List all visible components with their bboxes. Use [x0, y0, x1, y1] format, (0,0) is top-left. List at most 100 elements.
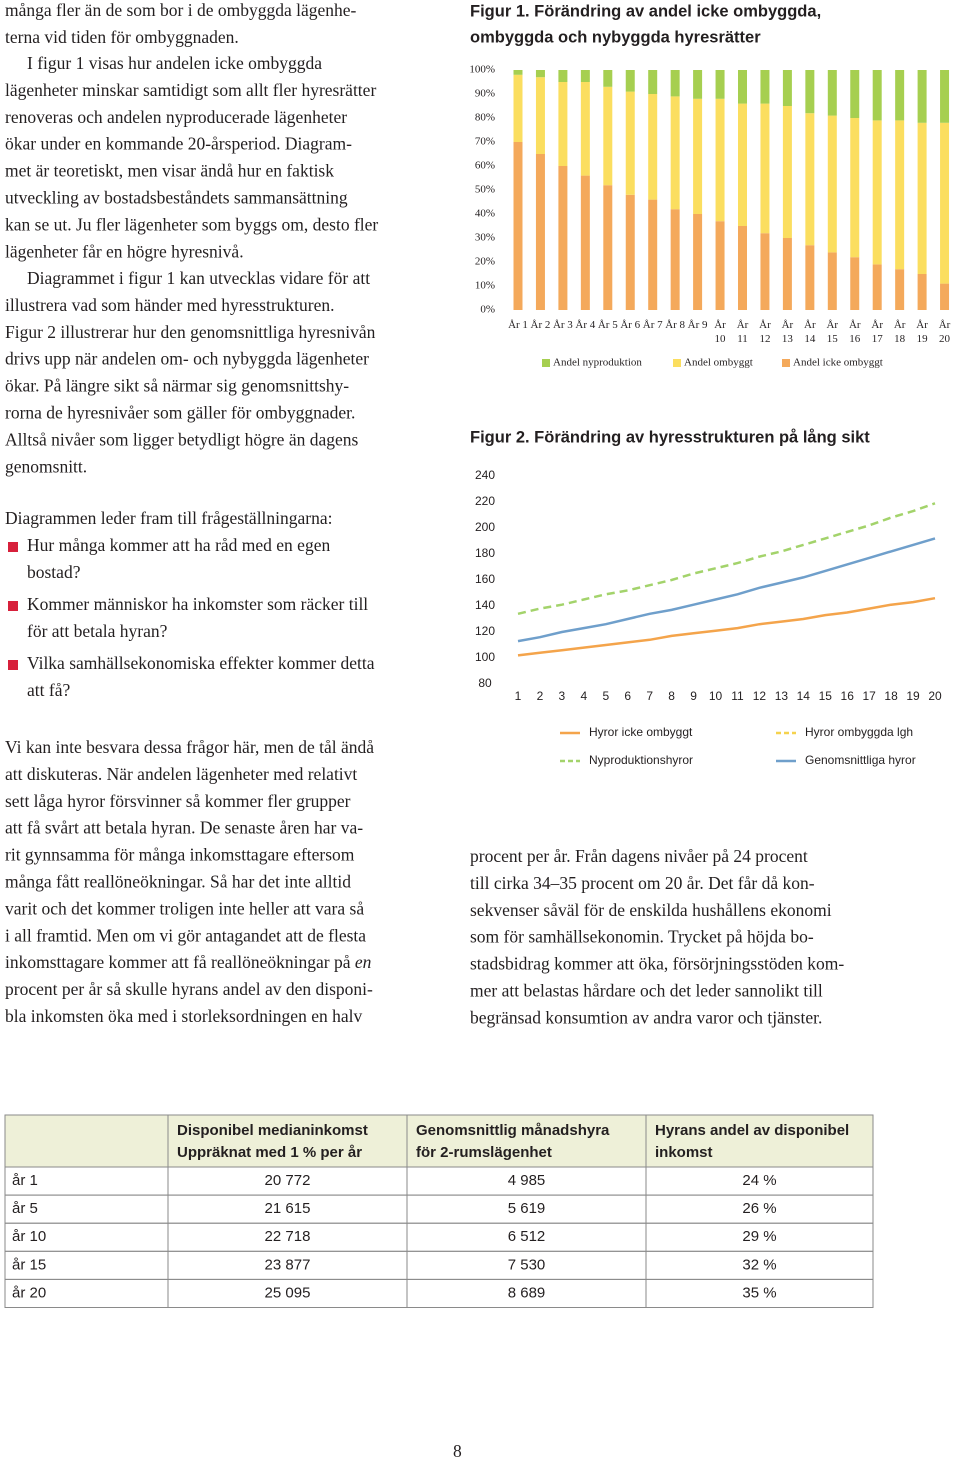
bar-segment: [693, 98, 703, 214]
bar-segment: [603, 70, 613, 87]
bar-segment: [827, 252, 837, 310]
y-tick-label: 40%: [475, 208, 495, 220]
y-tick-label: 70%: [475, 136, 495, 148]
text-line: till cirka 34–35 procent om 20 år. Det f…: [470, 873, 815, 893]
text-line: Diagrammet i figur 1 kan utvecklas vidar…: [27, 268, 370, 288]
text-line: illustrera vad som händer med hyresstruk…: [5, 295, 335, 315]
bar-segment: [872, 70, 882, 121]
bar-segment: [513, 142, 523, 310]
x-tick-label: År 10: [714, 319, 726, 345]
bar-segment: [670, 70, 680, 97]
text-line: Hur många kommer att ha råd med en egen: [27, 535, 330, 555]
text-line: renoveras och andelen nyproducerade läge…: [5, 107, 347, 127]
text-line: att få?: [27, 680, 70, 700]
bar-segment: [715, 70, 725, 99]
text-line: inkomsttagare kommer att få reallöneökni…: [5, 952, 372, 972]
bar-segment: [760, 233, 770, 310]
x-tick-label: 1: [515, 689, 522, 703]
table-cell: 8 689: [508, 1284, 546, 1301]
figure-title: ombyggda och nybyggda hyresrätter: [470, 28, 761, 46]
bar-segment: [872, 120, 882, 265]
text-line: att få svårt att betala hyran. De senast…: [5, 818, 363, 838]
text-line: Vi kan inte besvara dessa frågor här, me…: [5, 737, 374, 757]
table-cell: 25 095: [265, 1284, 311, 1301]
text-line: begränsad konsumtion av andra varor och …: [470, 1007, 822, 1027]
bar-segment: [760, 70, 770, 104]
bar-segment: [513, 70, 523, 75]
legend-label: Andel nyproduktion: [553, 357, 642, 369]
bar-segment: [558, 82, 568, 166]
x-tick-label: År 14: [804, 319, 816, 345]
x-tick-label: 6: [624, 689, 631, 703]
table-cell: år 1: [12, 1172, 38, 1189]
legend-swatch: [542, 359, 550, 367]
y-tick-label: 80%: [475, 112, 495, 124]
bar-segment: [872, 264, 882, 310]
x-tick-label: 3: [559, 689, 566, 703]
x-tick-label: 14: [797, 689, 811, 703]
text-line: att diskuteras. När andelen lägenheter m…: [5, 764, 357, 784]
y-tick-label: 60%: [475, 160, 495, 172]
table-header: Disponibel medianinkomst: [177, 1122, 368, 1139]
bar-segment: [648, 70, 658, 94]
legend-label: Hyror ombyggda lgh: [805, 725, 913, 739]
bar-segment: [827, 70, 837, 116]
y-tick-label: 240: [475, 468, 495, 482]
bar-segment: [782, 106, 792, 238]
text-line: för att betala hyran?: [27, 621, 168, 641]
y-tick-label: 220: [475, 494, 495, 508]
text-line: ökar. På längre sikt så närmar sig genom…: [5, 376, 349, 396]
legend-label: Genomsnittliga hyror: [805, 753, 916, 767]
text-line: genomsnitt.: [5, 456, 87, 476]
table-cell: 29 %: [742, 1228, 776, 1245]
y-tick-label: 90%: [475, 88, 495, 100]
text-line: som för samhällsekonomin. Trycket på höj…: [470, 927, 814, 947]
x-tick-label: År 20: [938, 319, 951, 345]
bar-segment: [940, 283, 950, 310]
text-line: met är teoretiskt, men visar ändå hur en…: [5, 161, 334, 181]
series-line: [517, 502, 936, 616]
text-line: rit gynnsamma för många inkomsttagare ef…: [5, 845, 355, 865]
y-tick-label: 0%: [480, 304, 495, 316]
legend-label: Nyproduktionshyror: [589, 753, 693, 767]
x-tick-label: År 17: [871, 319, 883, 345]
x-tick-label: 4: [580, 689, 587, 703]
text-line: bostad?: [27, 562, 81, 582]
page-number: 8: [453, 1441, 462, 1460]
table-cell: 23 877: [265, 1256, 311, 1273]
y-tick-label: 120: [475, 624, 495, 638]
x-tick-label: 18: [884, 689, 898, 703]
text-line: Alltså nivåer som ligger betydligt högre…: [5, 429, 359, 449]
x-tick-label: År 15: [826, 319, 839, 345]
y-tick-label: 80: [478, 676, 492, 690]
table-cell: 6 512: [508, 1228, 546, 1245]
table-cell: år 5: [12, 1200, 38, 1217]
x-tick-label: 16: [841, 689, 855, 703]
text-line: i all framtid. Men om vi gör antagandet …: [5, 925, 366, 945]
y-tick-label: 180: [475, 546, 495, 560]
x-tick-label: År 9: [687, 319, 708, 331]
bar-segment: [805, 113, 815, 246]
bar-segment: [625, 70, 635, 92]
text-line: Figur 2 illustrerar hur den genomsnittli…: [5, 322, 376, 342]
bar-segment: [738, 226, 747, 310]
bar-segment: [917, 70, 927, 123]
bar-segment: [760, 103, 770, 234]
bar-segment: [558, 166, 568, 310]
legend-label: Hyror icke ombyggt: [589, 725, 693, 739]
y-tick-label: 160: [475, 572, 495, 586]
x-tick-label: 19: [906, 689, 920, 703]
text-run: en: [355, 952, 372, 972]
x-tick-label: År 13: [781, 319, 794, 345]
bar-segment: [715, 221, 725, 310]
x-tick-label: År 11: [736, 319, 749, 345]
bar-segment: [895, 269, 905, 310]
series-line: [517, 596, 936, 657]
text-line: kan se ut. Ju fler lägenheter som byggs …: [5, 214, 378, 234]
bar-segment: [535, 77, 545, 154]
bar-segment: [805, 70, 815, 114]
table-header: Genomsnittlig månadshyra: [416, 1122, 610, 1139]
table-header: för 2-rumslägenhet: [416, 1144, 552, 1161]
text-line: mer att belastas hårdare och det leder s…: [470, 981, 823, 1001]
